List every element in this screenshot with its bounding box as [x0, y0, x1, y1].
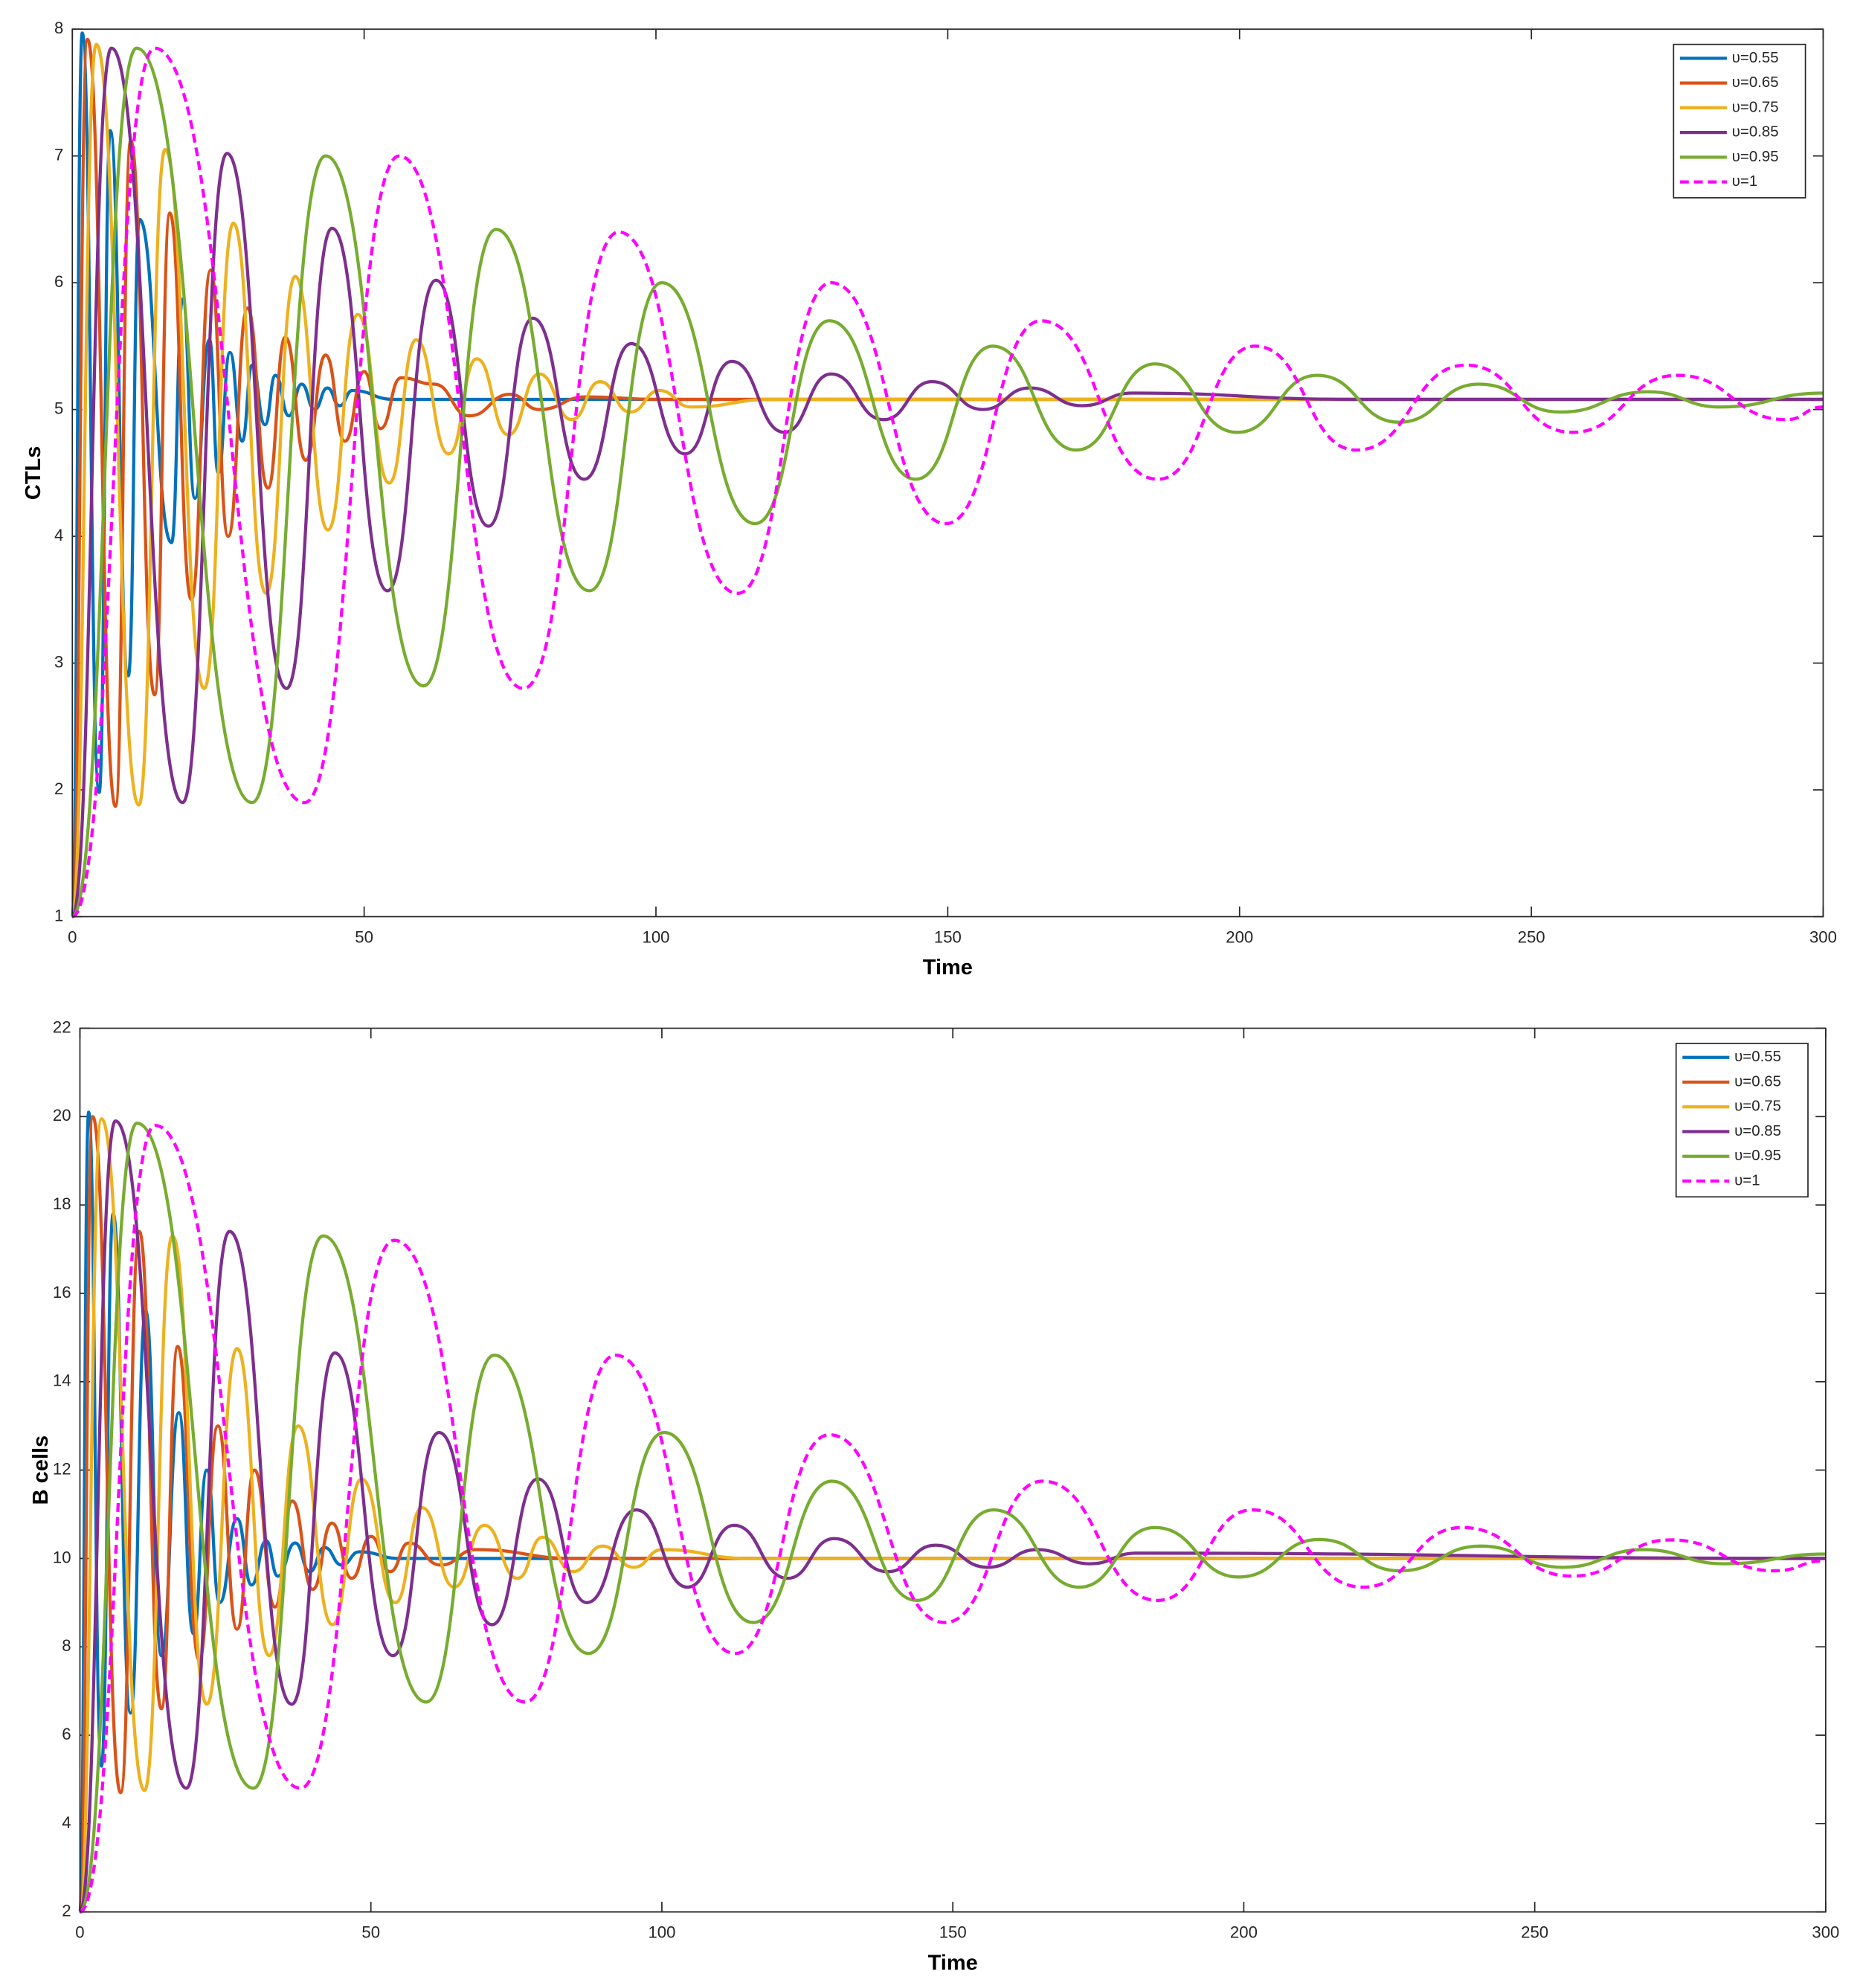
- x-tick-label: 250: [1518, 927, 1545, 946]
- x-tick-label: 200: [1226, 927, 1253, 946]
- y-tick-label: 7: [54, 146, 63, 164]
- x-tick-label: 300: [1809, 927, 1837, 946]
- x-tick-label: 0: [68, 927, 77, 946]
- legend-label: υ=1: [1732, 173, 1757, 190]
- y-tick-label: 4: [62, 1813, 71, 1832]
- axes-box: [71, 28, 1824, 918]
- series-line: [71, 31, 1824, 919]
- legend-label: υ=0.95: [1732, 148, 1779, 165]
- x-tick-label: 0: [75, 1923, 84, 1942]
- series-line: [79, 1124, 1826, 1914]
- series-line: [78, 1122, 1826, 1914]
- legend-label: υ=0.65: [1732, 74, 1779, 91]
- axes-box: [79, 1027, 1827, 1913]
- y-tick-label: 6: [62, 1725, 71, 1743]
- x-tick-label: 200: [1230, 1923, 1258, 1942]
- x-axis-label: Time: [928, 1951, 978, 1975]
- y-tick-label: 20: [53, 1106, 71, 1125]
- series-line: [71, 46, 1824, 919]
- series-line: [71, 42, 1824, 919]
- x-axis-label: Time: [923, 956, 973, 979]
- legend-label: υ=0.65: [1734, 1072, 1781, 1090]
- legend-box: [1675, 1043, 1809, 1198]
- y-tick-label: 14: [53, 1371, 71, 1390]
- y-tick-label: 4: [54, 526, 63, 544]
- legend-label: υ=0.75: [1734, 1098, 1781, 1115]
- legend-label: υ=1: [1734, 1171, 1760, 1188]
- series-line: [78, 1117, 1826, 1914]
- y-tick-label: 6: [54, 272, 63, 291]
- legend-label: υ=0.55: [1732, 49, 1779, 66]
- plot-area: [80, 1028, 1826, 1912]
- legend-label: υ=0.85: [1734, 1122, 1781, 1139]
- legend: υ=0.55 υ=0.65 υ=0.75 υ=0.85 υ=0.95 υ=1: [1675, 1043, 1809, 1198]
- series-line: [71, 46, 1824, 919]
- y-tick-label: 10: [53, 1548, 71, 1566]
- series-line: [71, 46, 1824, 919]
- x-tick-label: 250: [1521, 1923, 1548, 1942]
- y-tick-label: 1: [54, 906, 63, 924]
- x-tick-label: 150: [939, 1923, 967, 1942]
- series-line: [78, 1110, 1826, 1914]
- axes: 0 50 100 150 200 250 300 2 4 6 8 10 12 14 16 18 20 22 Time…: [29, 1017, 1839, 1975]
- y-tick-label: 8: [54, 19, 63, 37]
- x-tick-label: 50: [361, 1923, 380, 1942]
- y-tick-label: 12: [53, 1459, 71, 1478]
- y-tick-label: 2: [62, 1902, 71, 1920]
- x-tick-label: 100: [643, 927, 670, 946]
- y-tick-label: 5: [54, 399, 63, 417]
- legend: υ=0.55 υ=0.65 υ=0.75 υ=0.85 υ=0.95 υ=1: [1673, 43, 1806, 199]
- axes: 0 50 100 150 200 250 300 1 2 3 4 5 6 7 8 Time CTLs υ=0.55…: [22, 19, 1837, 979]
- y-axis-label: B cells: [29, 1435, 53, 1505]
- y-tick-label: 22: [53, 1017, 71, 1036]
- legend-label: υ=0.85: [1732, 123, 1779, 141]
- y-tick-label: 3: [54, 652, 63, 671]
- legend-label: υ=0.95: [1734, 1147, 1781, 1164]
- y-axis-label: CTLs: [22, 446, 45, 500]
- y-tick-label: 16: [53, 1283, 71, 1302]
- y-tick-label: 18: [53, 1194, 71, 1213]
- x-tick-label: 150: [934, 927, 962, 946]
- x-tick-label: 300: [1812, 1923, 1839, 1942]
- legend-label: υ=0.55: [1734, 1048, 1781, 1065]
- legend-box: [1673, 43, 1806, 199]
- y-tick-label: 8: [62, 1636, 71, 1655]
- x-tick-label: 100: [648, 1923, 675, 1942]
- x-tick-label: 50: [355, 927, 373, 946]
- y-tick-label: 2: [54, 779, 63, 798]
- legend-label: υ=0.75: [1732, 98, 1779, 115]
